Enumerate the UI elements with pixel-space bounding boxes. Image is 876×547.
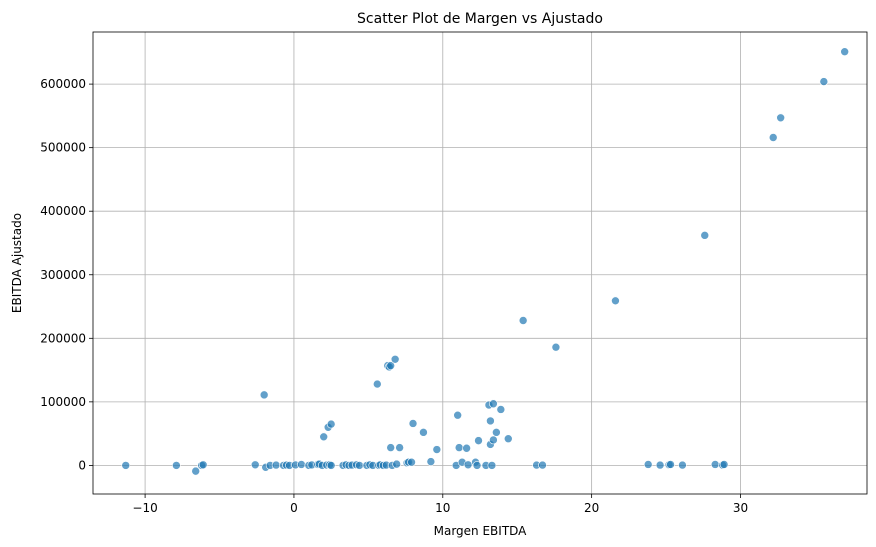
data-point	[719, 460, 729, 469]
data-point	[496, 405, 506, 414]
data-point	[271, 460, 281, 470]
data-point	[198, 460, 208, 470]
x-tick-label: 30	[733, 501, 748, 515]
data-point	[355, 461, 364, 470]
data-point	[489, 435, 498, 445]
x-tick-label: 10	[435, 501, 450, 515]
plot-frame	[92, 31, 868, 495]
chart-title: Scatter Plot de Margen vs Ajustado	[357, 11, 603, 27]
data-point	[454, 443, 464, 452]
data-point	[407, 457, 416, 467]
data-point	[419, 428, 428, 437]
data-point	[611, 296, 620, 306]
x-tick-label: −10	[132, 501, 157, 515]
y-tick-label: 600000	[40, 77, 86, 91]
y-tick-label: 100000	[40, 395, 86, 409]
data-point	[326, 419, 336, 429]
data-point	[768, 133, 778, 142]
data-point	[432, 445, 442, 454]
data-point	[250, 460, 260, 470]
data-point	[297, 460, 306, 469]
x-tick-label: 0	[290, 501, 298, 515]
data-point	[840, 47, 849, 57]
data-point	[463, 460, 473, 470]
data-point	[259, 390, 269, 400]
data-point	[518, 316, 528, 325]
data-point	[390, 354, 400, 364]
data-point	[386, 443, 395, 452]
data-point	[372, 379, 382, 389]
data-point	[319, 432, 329, 442]
data-point	[395, 443, 404, 452]
data-point	[819, 77, 829, 86]
data-point	[408, 419, 418, 428]
data-point	[462, 443, 471, 453]
data-point	[538, 460, 547, 470]
data-point	[776, 113, 785, 123]
data-point	[489, 399, 498, 409]
data-point	[426, 457, 436, 466]
data-point	[551, 342, 561, 352]
y-tick-label: 500000	[40, 141, 86, 155]
data-point	[666, 460, 675, 469]
y-axis-label: EBITDA Ajustado	[10, 213, 24, 313]
data-point	[191, 466, 201, 476]
data-point	[710, 460, 720, 469]
data-point	[492, 428, 501, 437]
data-points	[121, 47, 849, 476]
data-point	[121, 461, 131, 470]
data-point	[655, 460, 665, 470]
data-point	[172, 461, 181, 470]
y-tick-label: 200000	[40, 331, 86, 345]
y-tick-label: 300000	[40, 268, 86, 282]
data-point	[700, 231, 710, 240]
data-point	[386, 361, 395, 370]
data-point	[472, 461, 482, 470]
x-tick-label: 20	[584, 501, 599, 515]
data-point	[486, 416, 495, 426]
axes: −10 0 10 20 30 0 100000 200000 300000 400000 50000…	[40, 77, 748, 515]
data-point	[503, 434, 513, 444]
data-point	[643, 460, 653, 469]
y-tick-label: 400000	[40, 204, 86, 218]
y-tick-label: 0	[78, 458, 86, 472]
data-point	[678, 460, 687, 470]
x-axis-label: Margen EBITDA	[434, 524, 528, 538]
data-point	[392, 459, 401, 469]
data-point	[326, 461, 336, 470]
data-point	[487, 461, 497, 470]
data-point	[453, 410, 462, 420]
data-point	[474, 436, 483, 445]
